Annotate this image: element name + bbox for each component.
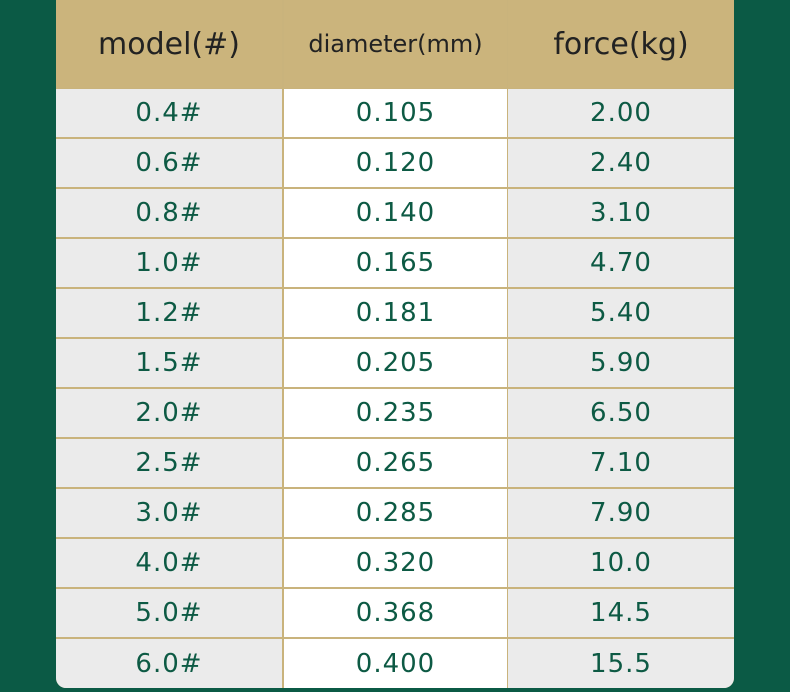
table-cell: 4.70 [508, 239, 734, 287]
table-cell: 3.10 [508, 189, 734, 237]
table-cell: 0.285 [284, 489, 507, 537]
table-cell: 2.0# [56, 389, 282, 437]
table-cell: 0.320 [284, 539, 507, 587]
table-cell: 0.181 [284, 289, 507, 337]
table-cell: 0.120 [284, 139, 507, 187]
table-cell: 10.0 [508, 539, 734, 587]
table-cell: 5.40 [508, 289, 734, 337]
table-cell: 1.2# [56, 289, 282, 337]
table-cell: 0.368 [284, 589, 507, 637]
table-cell: 2.00 [508, 89, 734, 137]
table-cell: 6.50 [508, 389, 734, 437]
table-cell: 15.5 [508, 639, 734, 688]
table-cell: 0.400 [284, 639, 507, 688]
table-cell: 6.0# [56, 639, 282, 688]
table-cell: 14.5 [508, 589, 734, 637]
header-cell: model(#) [56, 0, 282, 88]
header-cell: force(kg) [508, 0, 734, 88]
table-cell: 7.10 [508, 439, 734, 487]
table-cell: 2.5# [56, 439, 282, 487]
table-cell: 0.6# [56, 139, 282, 187]
table-cell: 2.40 [508, 139, 734, 187]
table-cell: 0.105 [284, 89, 507, 137]
table-cell: 4.0# [56, 539, 282, 587]
table-cell: 0.4# [56, 89, 282, 137]
spec-table: model(#) diameter(mm) force(kg) 0.4# 0.105 2.… [56, 0, 734, 688]
table-cell: 3.0# [56, 489, 282, 537]
table-cell: 5.90 [508, 339, 734, 387]
table-cell: 0.140 [284, 189, 507, 237]
header-cell: diameter(mm) [284, 0, 507, 88]
table-cell: 5.0# [56, 589, 282, 637]
table-cell: 7.90 [508, 489, 734, 537]
table-cell: 0.205 [284, 339, 507, 387]
table-cell: 0.8# [56, 189, 282, 237]
table-cell: 0.165 [284, 239, 507, 287]
table-cell: 1.5# [56, 339, 282, 387]
table-cell: 0.265 [284, 439, 507, 487]
table-cell: 0.235 [284, 389, 507, 437]
table-cell: 1.0# [56, 239, 282, 287]
